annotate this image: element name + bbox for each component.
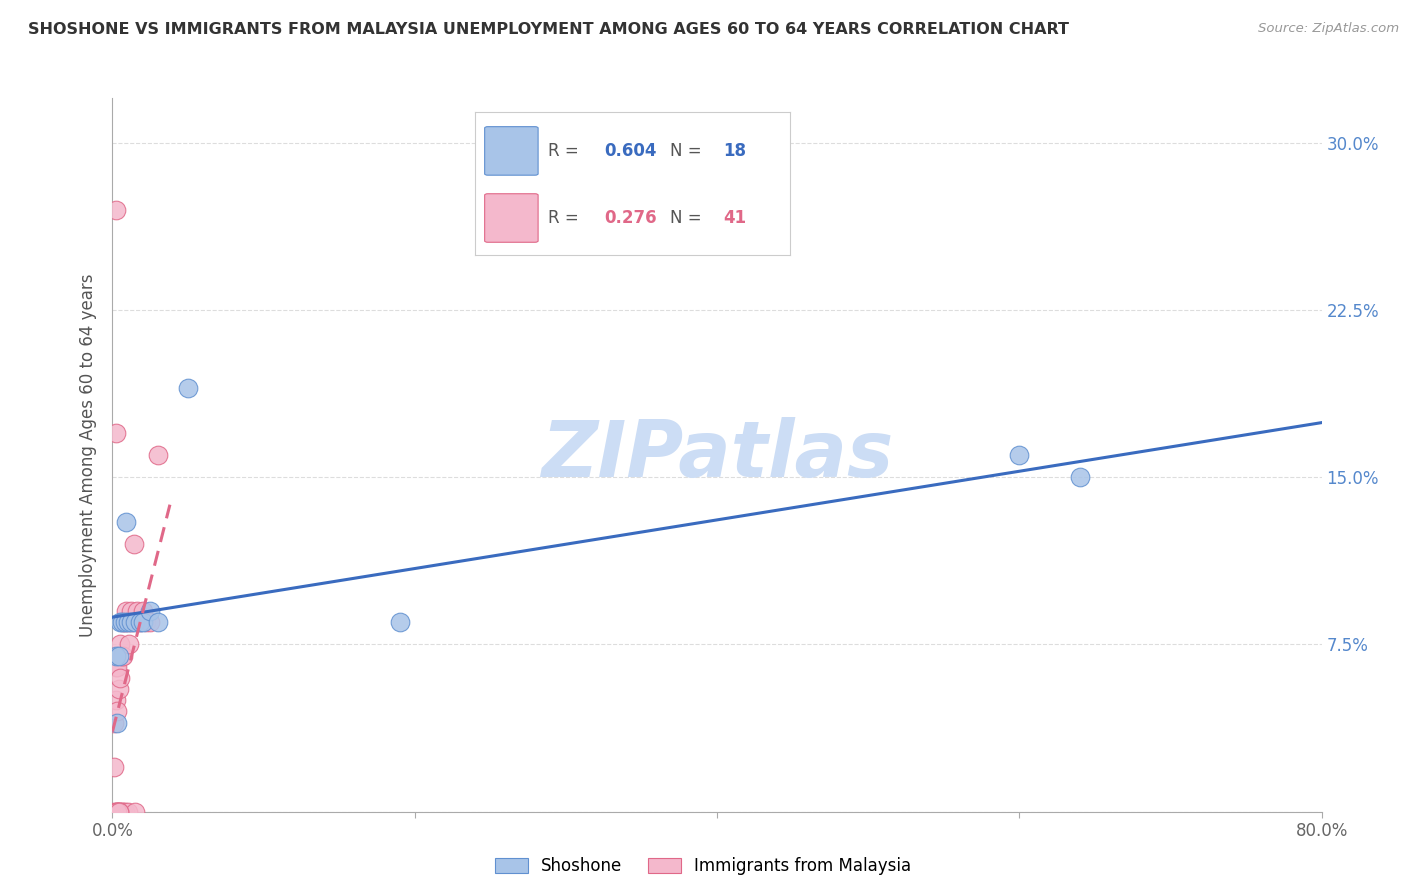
Point (117, 615, 139, 630)
Point (108, 615, 131, 630)
Point (110, 648, 132, 663)
Point (118, 637, 141, 651)
Point (112, 615, 135, 630)
Point (132, 604, 155, 618)
Text: ZIPatlas: ZIPatlas (541, 417, 893, 493)
Text: Source: ZipAtlas.com: Source: ZipAtlas.com (1258, 22, 1399, 36)
Point (103, 760, 125, 774)
Point (105, 660, 128, 674)
Point (146, 448, 169, 462)
Point (120, 604, 142, 618)
Point (103, 715, 125, 730)
Point (103, 805, 125, 819)
Point (146, 615, 169, 630)
Point (128, 615, 150, 630)
Point (105, 805, 128, 819)
Point (107, 805, 129, 819)
Point (112, 805, 135, 819)
Point (108, 637, 131, 651)
Point (104, 693, 127, 707)
Point (105, 715, 128, 730)
Point (105, 805, 128, 819)
Point (120, 615, 142, 630)
Point (121, 615, 143, 630)
Point (104, 805, 127, 819)
Point (112, 648, 135, 663)
Point (124, 805, 146, 819)
Point (1069, 470, 1091, 484)
Point (105, 805, 128, 819)
Point (122, 537, 145, 551)
Point (104, 425, 127, 440)
Point (114, 615, 136, 630)
Point (107, 805, 129, 819)
Point (117, 805, 139, 819)
Point (107, 805, 129, 819)
Point (107, 681, 129, 696)
Point (388, 615, 411, 630)
Text: SHOSHONE VS IMMIGRANTS FROM MALAYSIA UNEMPLOYMENT AMONG AGES 60 TO 64 YEARS CORR: SHOSHONE VS IMMIGRANTS FROM MALAYSIA UNE… (28, 22, 1069, 37)
Point (114, 805, 136, 819)
Point (135, 615, 157, 630)
Point (124, 615, 146, 630)
Point (108, 671, 131, 685)
Point (110, 805, 132, 819)
Point (104, 660, 127, 674)
Point (105, 705, 128, 719)
Point (1008, 448, 1031, 462)
Point (104, 202, 127, 217)
Point (117, 615, 139, 630)
Point (115, 515, 138, 529)
Point (125, 604, 148, 618)
Point (132, 615, 155, 630)
Point (115, 604, 138, 618)
Point (114, 615, 136, 630)
Y-axis label: Unemployment Among Ages 60 to 64 years: Unemployment Among Ages 60 to 64 years (79, 273, 97, 637)
Point (128, 615, 150, 630)
Legend: Shoshone, Immigrants from Malaysia: Shoshone, Immigrants from Malaysia (488, 851, 918, 882)
Point (108, 805, 131, 819)
Point (104, 648, 127, 663)
Point (139, 615, 162, 630)
Point (177, 381, 200, 395)
Point (110, 615, 132, 630)
Point (107, 648, 129, 663)
Point (139, 604, 162, 618)
